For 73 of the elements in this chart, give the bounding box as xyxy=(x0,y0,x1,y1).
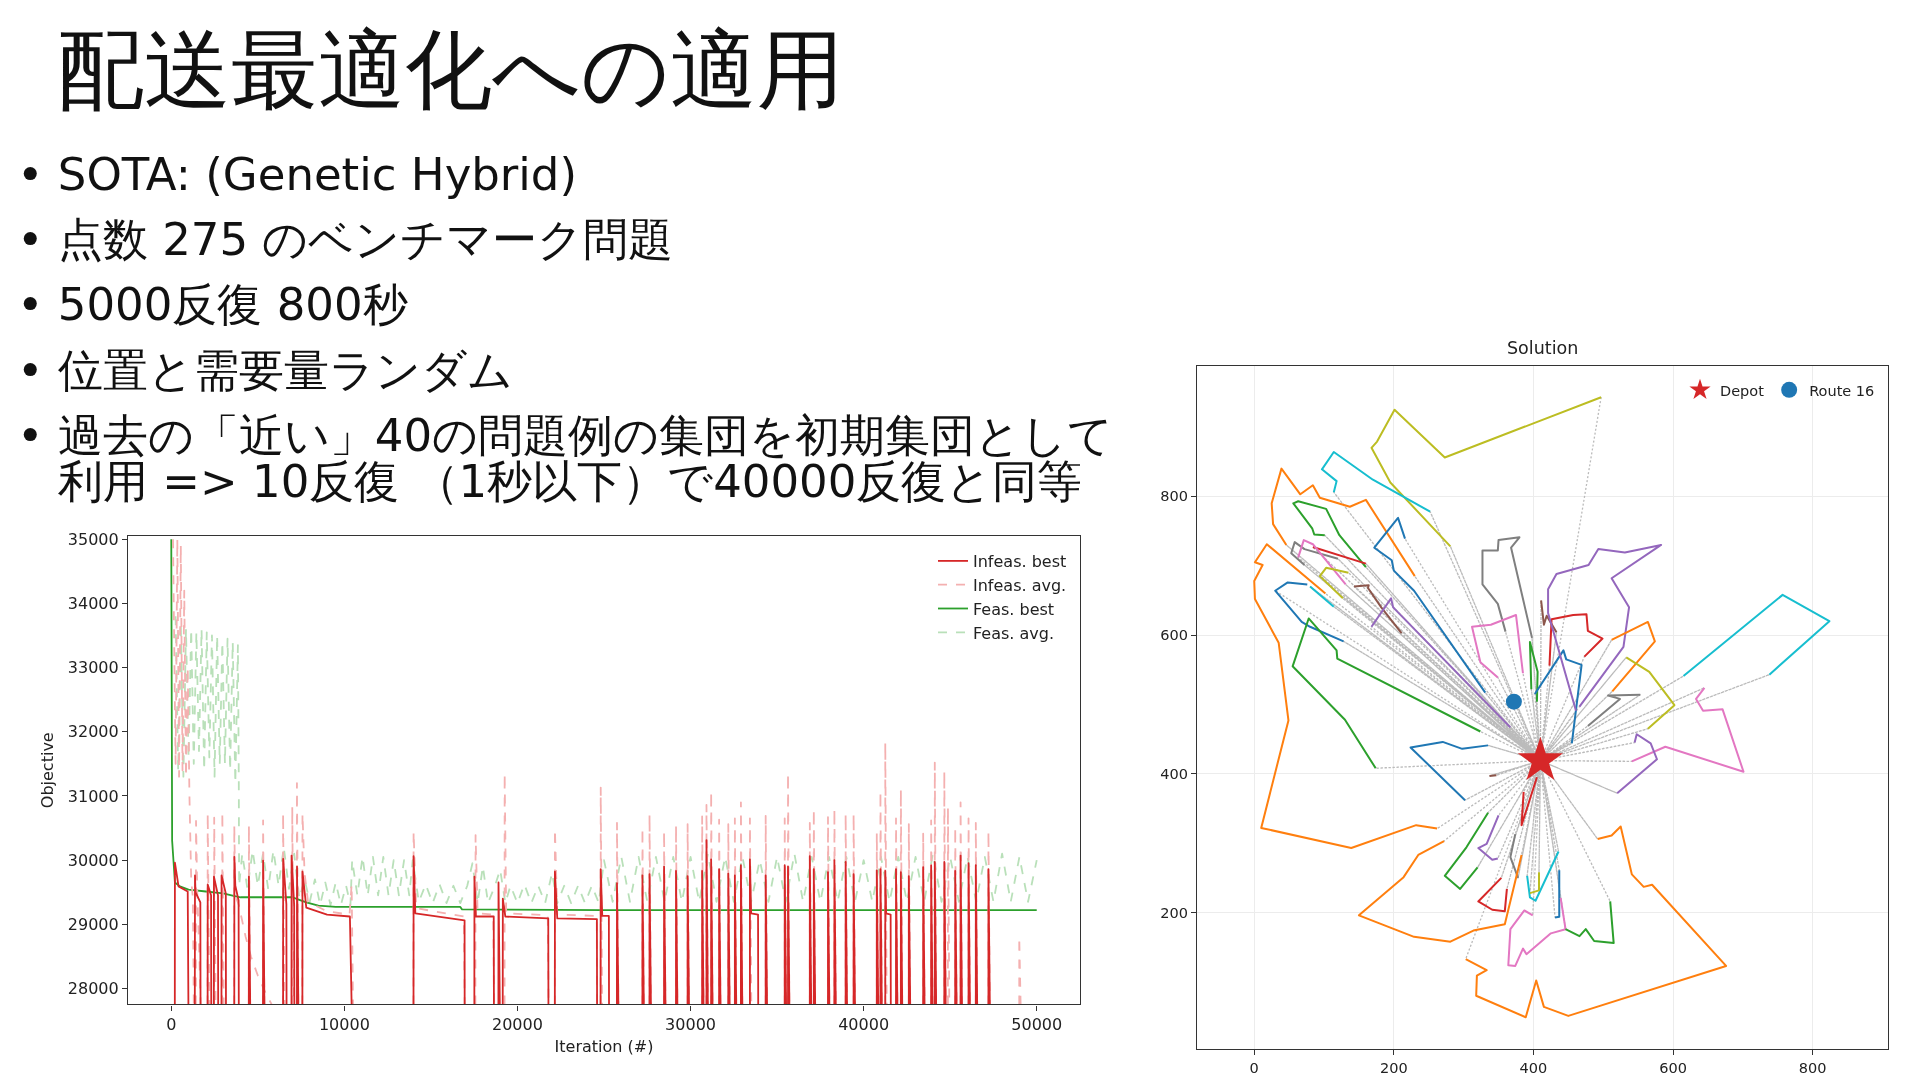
legend-label: Feas. best xyxy=(973,599,1055,619)
line-series xyxy=(1477,876,1508,913)
line-series xyxy=(1564,900,1615,945)
line-series xyxy=(1270,467,1416,578)
line-series xyxy=(1528,641,1539,703)
x-tick-label: 400 xyxy=(1519,1059,1548,1076)
line-series xyxy=(1625,656,1676,730)
x-tick-label: 40000 xyxy=(838,1014,890,1034)
x-tick-label: 30000 xyxy=(665,1014,716,1034)
line-series xyxy=(1318,566,1350,600)
line-series xyxy=(1682,593,1831,678)
legend-label: Route 16 xyxy=(1809,382,1875,399)
text: • 過去の「近い」40の問題例の集団を初期集団として利用 => 10反復 （1秒以下）で40000反復と同等 xyxy=(17,409,1114,508)
text: • 点数 275 のベンチマーク問題 xyxy=(17,213,674,266)
x-tick-label: 0 xyxy=(166,1014,177,1034)
y-tick-label: 34000 xyxy=(67,594,119,614)
line-series xyxy=(1586,693,1642,727)
text: • SOTA: (Genetic Hybrid) xyxy=(17,148,577,201)
line-series xyxy=(1274,581,1345,643)
line-series xyxy=(1357,840,1523,943)
y-tick-label: 35000 xyxy=(67,529,119,549)
x-tick-label: 200 xyxy=(1379,1059,1408,1076)
line-series xyxy=(1409,740,1490,802)
x-tick-label: 600 xyxy=(1659,1059,1687,1076)
line-series xyxy=(1291,617,1482,770)
y-tick-label: 31000 xyxy=(67,786,119,806)
y-axis-title: Objective xyxy=(37,732,57,809)
line-series xyxy=(1373,516,1487,694)
line-series xyxy=(1540,599,1558,634)
line-series xyxy=(1320,450,1432,513)
y-tick-label: 600 xyxy=(1160,627,1188,644)
legend-label: Depot xyxy=(1720,382,1765,399)
y-tick-label: 200 xyxy=(1160,904,1188,921)
text: 配送最適化への適用 xyxy=(57,19,844,121)
legend-label: Infeas. best xyxy=(973,552,1067,572)
text: • 5000反復 800秒 xyxy=(17,278,408,331)
legend-label: Feas. avg. xyxy=(973,623,1054,643)
line-series xyxy=(1353,584,1403,635)
y-tick-label: 30000 xyxy=(67,850,119,870)
line-series xyxy=(1443,811,1490,890)
line-series xyxy=(1464,825,1728,1019)
x-axis-title: Iteration (#) xyxy=(554,1037,654,1057)
text: • 位置と需要量ランダム xyxy=(17,344,513,397)
line-series xyxy=(1610,620,1656,693)
x-tick-label: 20000 xyxy=(492,1014,543,1034)
y-tick-label: 28000 xyxy=(67,978,119,998)
line-series xyxy=(1630,686,1745,773)
y-tick-label: 33000 xyxy=(67,658,119,678)
line-series xyxy=(1547,543,1663,712)
line-series xyxy=(1616,733,1658,795)
line-series xyxy=(1292,500,1367,569)
y-tick-label: 800 xyxy=(1160,488,1188,505)
y-tick-label: 29000 xyxy=(67,914,119,934)
line-series xyxy=(1471,613,1524,679)
x-tick-label: 800 xyxy=(1798,1059,1827,1076)
legend-label: Infeas. avg. xyxy=(973,575,1067,595)
chart-title: Solution xyxy=(1507,338,1579,358)
y-tick-label: 32000 xyxy=(67,722,119,742)
line-series xyxy=(1370,396,1603,548)
line-series xyxy=(1533,649,1583,745)
line-series xyxy=(1526,850,1560,902)
line-series xyxy=(1481,536,1534,639)
line-series xyxy=(1253,543,1439,850)
line-series xyxy=(1507,896,1567,967)
line-series xyxy=(1548,613,1604,667)
line-series xyxy=(1290,541,1339,567)
line-series xyxy=(1370,597,1512,729)
line-series xyxy=(1477,814,1500,861)
y-tick-label: 400 xyxy=(1160,765,1188,782)
line-series xyxy=(1297,539,1347,586)
x-tick-label: 50000 xyxy=(1011,1014,1063,1034)
x-tick-label: 0 xyxy=(1249,1059,1259,1076)
x-tick-label: 10000 xyxy=(318,1014,370,1034)
